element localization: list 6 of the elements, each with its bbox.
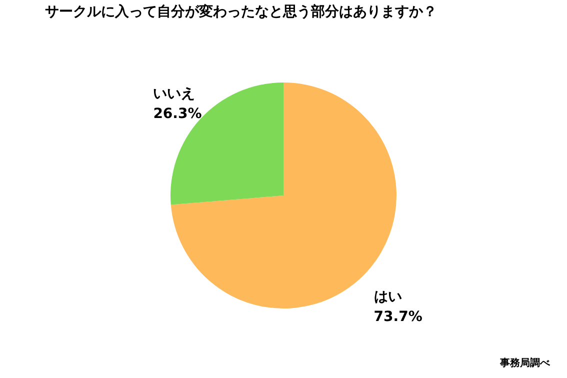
data-label: 26.3% [153, 106, 202, 122]
data-label: 73.7% [374, 309, 422, 326]
slice-label: いいえ [153, 86, 196, 102]
chart-title: サークルに入って自分が変わったなと思う部分はありますか？ [45, 3, 437, 20]
text: 事務局調べ [499, 357, 551, 369]
slice-label: はい [374, 289, 402, 306]
